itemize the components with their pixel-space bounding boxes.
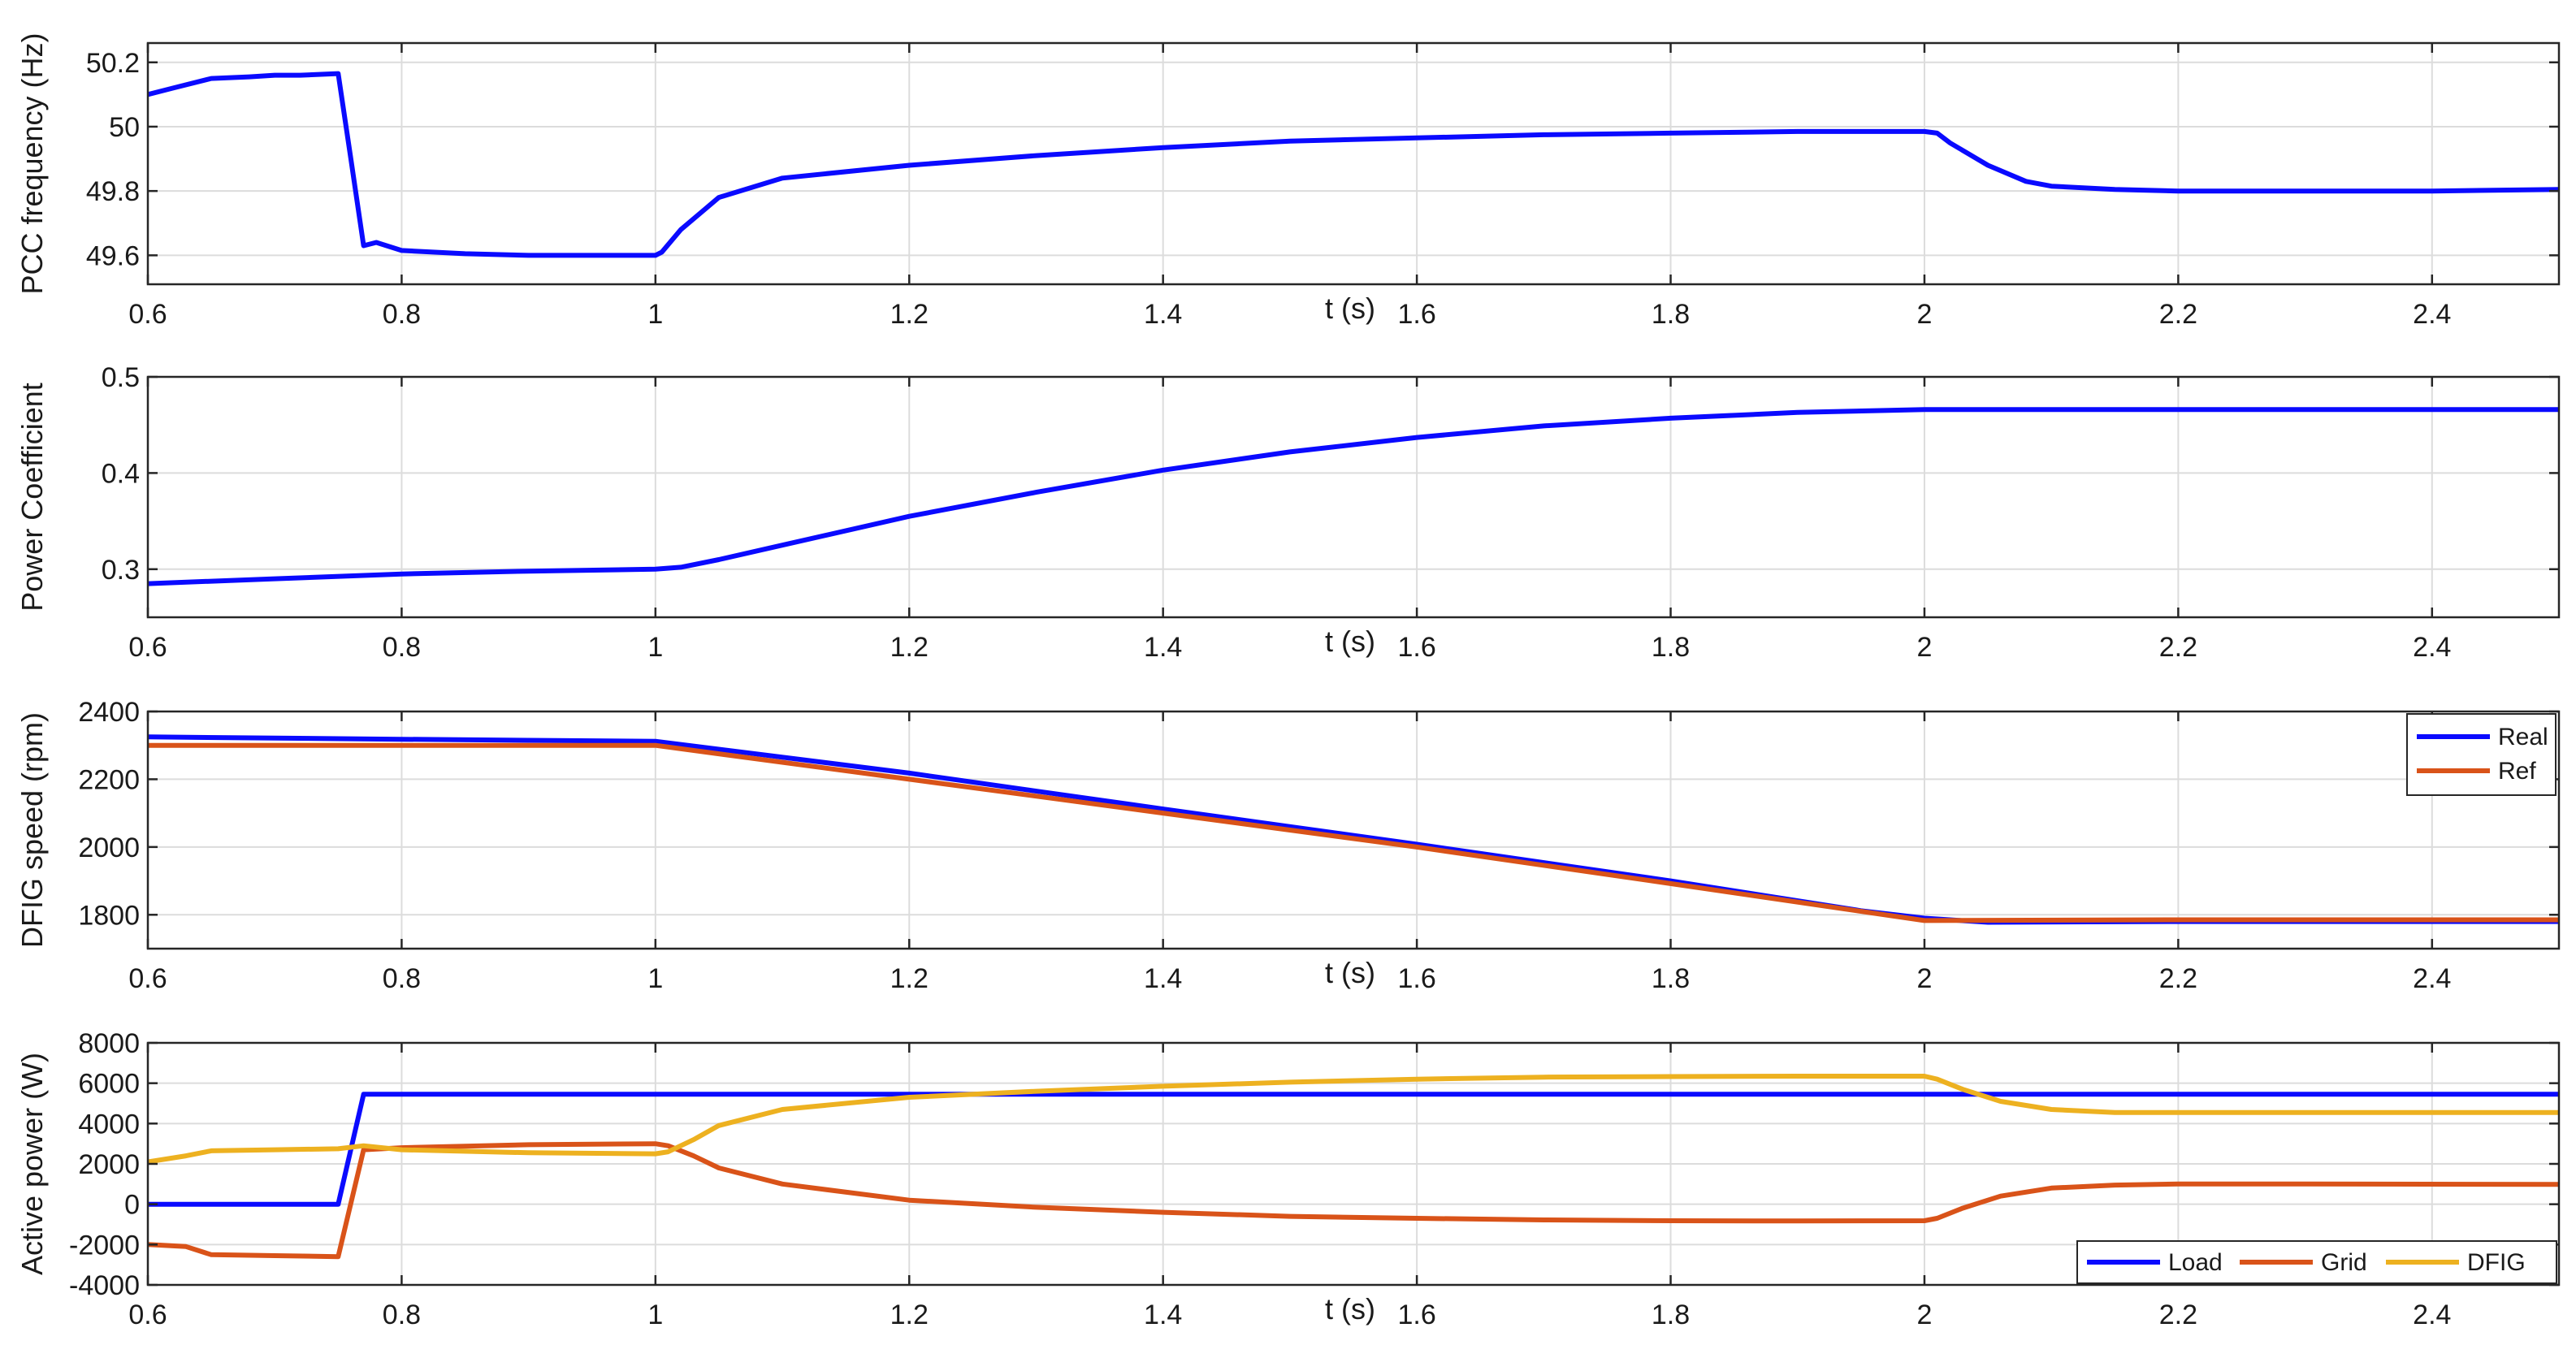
y-tick-label: 0.3 [102, 555, 140, 586]
x-axis-label: t (s) [1325, 1292, 1375, 1326]
x-tick-label: 1.4 [1144, 963, 1182, 994]
x-tick-label: 1.8 [1652, 1300, 1690, 1330]
x-tick-label: 1.2 [890, 299, 929, 330]
x-tick-label: 2.2 [2159, 299, 2197, 330]
x-tick-label: 2.4 [2413, 299, 2451, 330]
legend: Load Grid DFIG [2076, 1240, 2557, 1284]
series-line-dfig [148, 1074, 2559, 1165]
legend-label-grid: Grid [2321, 1249, 2367, 1276]
y-axis-label: Active power (W) [15, 1053, 49, 1275]
legend-label-dfig: DFIG [2467, 1249, 2526, 1276]
x-tick-label: 1 [647, 963, 663, 994]
y-tick-label: 2000 [78, 1149, 140, 1180]
y-tick-label: 49.8 [86, 176, 140, 207]
x-tick-label: 1.4 [1144, 299, 1182, 330]
chart-panel-4: 0.6 0.8 1 1.2 1.4 1.6 1.8 2 2.2 2.4 -4000 -2000 0 200… [15, 1028, 2561, 1330]
x-tick-label: 1 [647, 299, 663, 330]
y-tick-label: -4000 [69, 1270, 140, 1301]
x-axis-label: t (s) [1325, 625, 1375, 658]
y-tick-label: 2000 [78, 833, 140, 863]
y-axis-label: Power Coefficient [15, 383, 49, 611]
legend-label-ref: Ref [2498, 758, 2536, 785]
x-tick-label: 1.6 [1397, 963, 1435, 994]
y-axis-label: PCC frequency (Hz) [15, 32, 49, 294]
chart-panel-3: 0.6 0.8 1 1.2 1.4 1.6 1.8 2 2.2 2.4 1800 2000 2200 24… [15, 697, 2561, 994]
x-tick-label: 1.2 [890, 963, 929, 994]
x-tick-label: 1.8 [1652, 299, 1690, 330]
x-tick-label: 1 [647, 632, 663, 663]
x-tick-label: 2.2 [2159, 1300, 2197, 1330]
y-tick-label: 2400 [78, 697, 140, 728]
series-line-1 [148, 71, 2559, 258]
x-tick-label: 2.4 [2413, 963, 2451, 994]
series-line-ref [148, 742, 2559, 923]
x-tick-label: 2.4 [2413, 632, 2451, 663]
x-tick-label: 1.6 [1397, 299, 1435, 330]
y-tick-label: 4000 [78, 1109, 140, 1140]
x-tick-label: 1 [647, 1300, 663, 1330]
series-line-load [148, 1092, 2559, 1207]
x-tick-label: 1.8 [1652, 632, 1690, 663]
y-tick-label: 50.2 [86, 48, 140, 79]
x-tick-label: 0.8 [383, 1300, 421, 1330]
x-tick-label: 0.8 [383, 299, 421, 330]
y-tick-label: 0 [124, 1190, 140, 1221]
y-tick-label: 50 [109, 112, 140, 143]
plot-frame [146, 710, 2561, 950]
series-group [148, 734, 2559, 925]
series-group [148, 1074, 2559, 1260]
chart-panel-2: 0.6 0.8 1 1.2 1.4 1.6 1.8 2 2.2 2.4 0.3 0.4 0.5 t (s)… [15, 362, 2561, 663]
legend-box [2406, 713, 2557, 796]
plot-area [148, 711, 2559, 949]
y-tick-label: 0.5 [102, 362, 140, 393]
x-tick-label: 1.6 [1397, 1300, 1435, 1330]
legend-box [2076, 1240, 2557, 1284]
x-axis-label: t (s) [1325, 292, 1375, 325]
panels: 0.6 0.8 1 1.2 1.4 1.6 1.8 2 2.2 2.4 49.6 49.8 50 50.2… [15, 32, 2561, 1330]
x-tick-label: 2.2 [2159, 632, 2197, 663]
y-tick-label: 1800 [78, 900, 140, 931]
x-axis-label: t (s) [1325, 956, 1375, 989]
legend-label-real: Real [2498, 724, 2548, 750]
y-axis-label: DFIG speed (rpm) [15, 712, 49, 948]
y-tick-label: 49.6 [86, 240, 140, 271]
plot-area [148, 377, 2559, 617]
series-line-grid [148, 1141, 2559, 1260]
plot-frame [146, 41, 2561, 286]
y-tick-label: 0.4 [102, 458, 140, 489]
x-tick-label: 1.8 [1652, 963, 1690, 994]
x-tick-label: 0.6 [128, 632, 167, 663]
x-tick-label: 2 [1916, 1300, 1932, 1330]
series-group [148, 407, 2559, 586]
x-tick-label: 2.2 [2159, 963, 2197, 994]
x-tick-label: 1.2 [890, 1300, 929, 1330]
x-tick-label: 0.6 [128, 1300, 167, 1330]
x-tick-label: 2.4 [2413, 1300, 2451, 1330]
x-tick-label: 0.8 [383, 963, 421, 994]
y-tick-label: 6000 [78, 1069, 140, 1100]
x-tick-label: 0.6 [128, 299, 167, 330]
x-tick-label: 2 [1916, 299, 1932, 330]
plot-frame [146, 375, 2561, 619]
x-tick-label: 0.6 [128, 963, 167, 994]
legend: Real Ref [2406, 713, 2557, 796]
x-tick-label: 1.4 [1144, 632, 1182, 663]
series-group [148, 71, 2559, 258]
plot-area [148, 43, 2559, 284]
x-tick-label: 2 [1916, 963, 1932, 994]
series-line-1 [148, 407, 2559, 586]
y-tick-label: 2200 [78, 764, 140, 795]
x-tick-label: 2 [1916, 632, 1932, 663]
y-tick-label: -2000 [69, 1230, 140, 1261]
x-tick-label: 1.4 [1144, 1300, 1182, 1330]
legend-label-load: Load [2168, 1249, 2223, 1276]
y-tick-label: 8000 [78, 1028, 140, 1059]
x-tick-label: 1.2 [890, 632, 929, 663]
x-tick-label: 0.8 [383, 632, 421, 663]
chart-panel-1: 0.6 0.8 1 1.2 1.4 1.6 1.8 2 2.2 2.4 49.6 49.8 50 50.2… [15, 32, 2561, 330]
x-tick-label: 1.6 [1397, 632, 1435, 663]
